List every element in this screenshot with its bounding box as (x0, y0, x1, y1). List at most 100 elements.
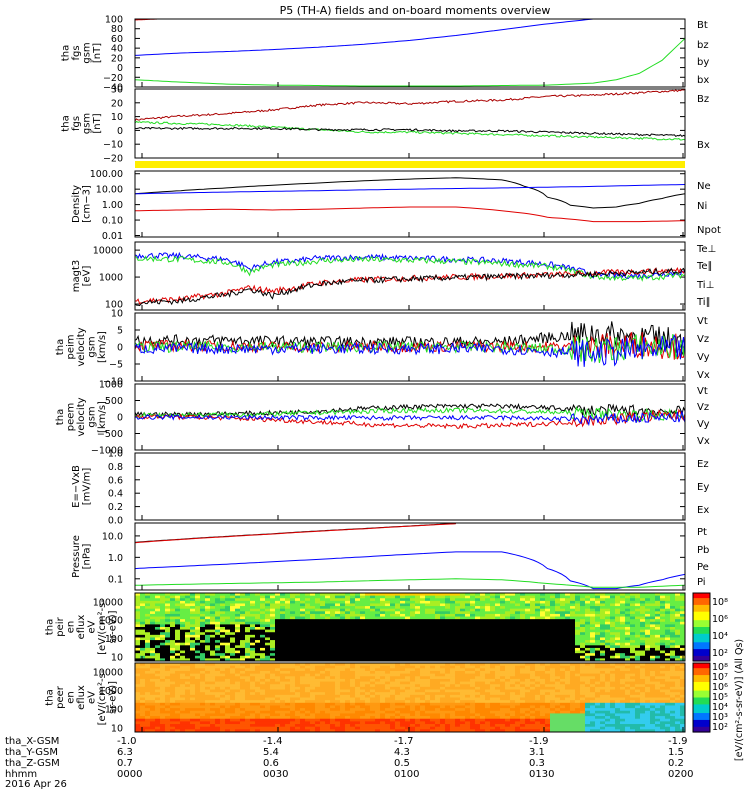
spectrogram-cell (605, 603, 611, 607)
spectrogram-cell (210, 624, 216, 628)
spectrogram-cell (615, 627, 621, 631)
spectrogram-cell (325, 632, 331, 636)
spectrogram-cell (160, 647, 166, 652)
spectrogram-cell (630, 658, 636, 661)
spectrogram-cell (590, 634, 596, 639)
spectrogram-cell (600, 629, 606, 633)
spectrogram-cell (675, 640, 681, 644)
spectrogram-cell (235, 713, 241, 717)
spectrogram-cell (160, 721, 166, 725)
spectrogram-cell (680, 647, 685, 652)
spectrogram-cell (635, 647, 641, 652)
spectrogram-cell (325, 708, 331, 712)
spectrogram-cell (445, 640, 451, 644)
spectrogram-cell (370, 621, 376, 625)
spectrogram-cell (425, 686, 431, 691)
ytick-label: 0.0 (108, 516, 123, 527)
ytick-label: 10.00 (96, 185, 123, 196)
spectrogram-cell (225, 634, 231, 639)
spectrogram-cell (315, 710, 321, 715)
spectrogram-cell (470, 721, 476, 725)
spectrogram-cell (455, 653, 461, 657)
spectrogram-cell (480, 678, 486, 683)
spectrogram-cell (280, 700, 286, 704)
spectrogram-cell (140, 611, 146, 615)
spectrogram-cell (395, 650, 401, 654)
spectrogram-cell (185, 663, 191, 667)
spectrogram-cell (500, 658, 506, 661)
spectrogram-cell (485, 700, 491, 704)
spectrogram-cell (155, 613, 161, 618)
spectrogram-cell (240, 686, 246, 691)
spectrogram-cell (485, 721, 491, 725)
spectrogram-cell (670, 658, 676, 661)
spectrogram-cell (290, 668, 296, 672)
spectrogram-cell (345, 616, 351, 620)
spectrogram-cell (295, 650, 301, 654)
spectrogram-cell (365, 619, 371, 623)
spectrogram-cell (195, 613, 201, 618)
spectrogram-cell (455, 700, 461, 704)
spectrogram-cell (480, 684, 486, 688)
spectrogram-cell (245, 598, 251, 602)
spectrogram-cell (195, 665, 201, 669)
spectrogram-cell (300, 716, 306, 720)
spectrogram-cell (405, 721, 411, 725)
spectrogram-cell (425, 629, 431, 633)
spectrogram-cell (335, 678, 341, 683)
spectrogram-cell (220, 642, 226, 646)
spectrogram-cell (330, 613, 336, 618)
spectrogram-cell (290, 593, 296, 597)
spectrogram-cell (265, 650, 271, 654)
spectrogram-cell (170, 642, 176, 646)
spectrogram-cell (150, 608, 156, 612)
spectrogram-cell (250, 619, 256, 623)
spectrogram-cell (475, 724, 481, 728)
spectrogram-cell (470, 653, 476, 657)
spectrogram-cell (155, 692, 161, 696)
spectrogram-cell (410, 655, 416, 659)
spectrogram-cell (425, 668, 431, 672)
spectrogram-cell (545, 624, 551, 628)
spectrogram-cell (270, 637, 276, 641)
spectrogram-cell (665, 598, 671, 602)
spectrogram-cell (190, 702, 196, 707)
ytick-label: 100 (105, 705, 123, 716)
spectrogram-cell (195, 642, 201, 646)
spectrogram-cell (505, 608, 511, 612)
spectrogram-cell (205, 670, 211, 675)
spectrogram-cell (250, 647, 256, 652)
spectrogram-cell (185, 606, 191, 610)
spectrogram-cell (235, 619, 241, 623)
spectrogram-cell (640, 653, 646, 657)
spectrogram-cell (145, 616, 151, 620)
spectrogram-cell (540, 655, 546, 659)
spectrogram-cell (500, 595, 506, 599)
spectrogram-cell (605, 640, 611, 644)
spectrogram-cell (265, 702, 271, 707)
spectrogram-cell (175, 670, 181, 675)
spectrogram-cell (380, 681, 386, 685)
spectrogram-cell (310, 700, 316, 704)
spectrogram-cell (200, 663, 206, 667)
spectrogram-cell (165, 650, 171, 654)
spectrogram-cell (205, 684, 211, 688)
spectrogram-cell (365, 655, 371, 659)
spectrogram-cell (295, 640, 301, 644)
spectrogram-cell (245, 676, 251, 680)
spectrogram-cell (405, 603, 411, 607)
spectrogram-cell (415, 716, 421, 720)
spectrogram-cell (640, 613, 646, 618)
spectrogram-cell (240, 611, 246, 615)
spectrogram-cell (355, 718, 361, 722)
spectrogram-cell (420, 640, 426, 644)
ylabel-line: en (66, 691, 77, 704)
spectrogram-cell (505, 637, 511, 641)
spectrogram-cell (150, 595, 156, 599)
spectrogram-cell (265, 611, 271, 615)
spectrogram-cell (395, 676, 401, 680)
spectrogram-cell (225, 621, 231, 625)
ylabel-line: [mV/m] (81, 468, 92, 506)
spectrogram-cell (265, 729, 271, 732)
